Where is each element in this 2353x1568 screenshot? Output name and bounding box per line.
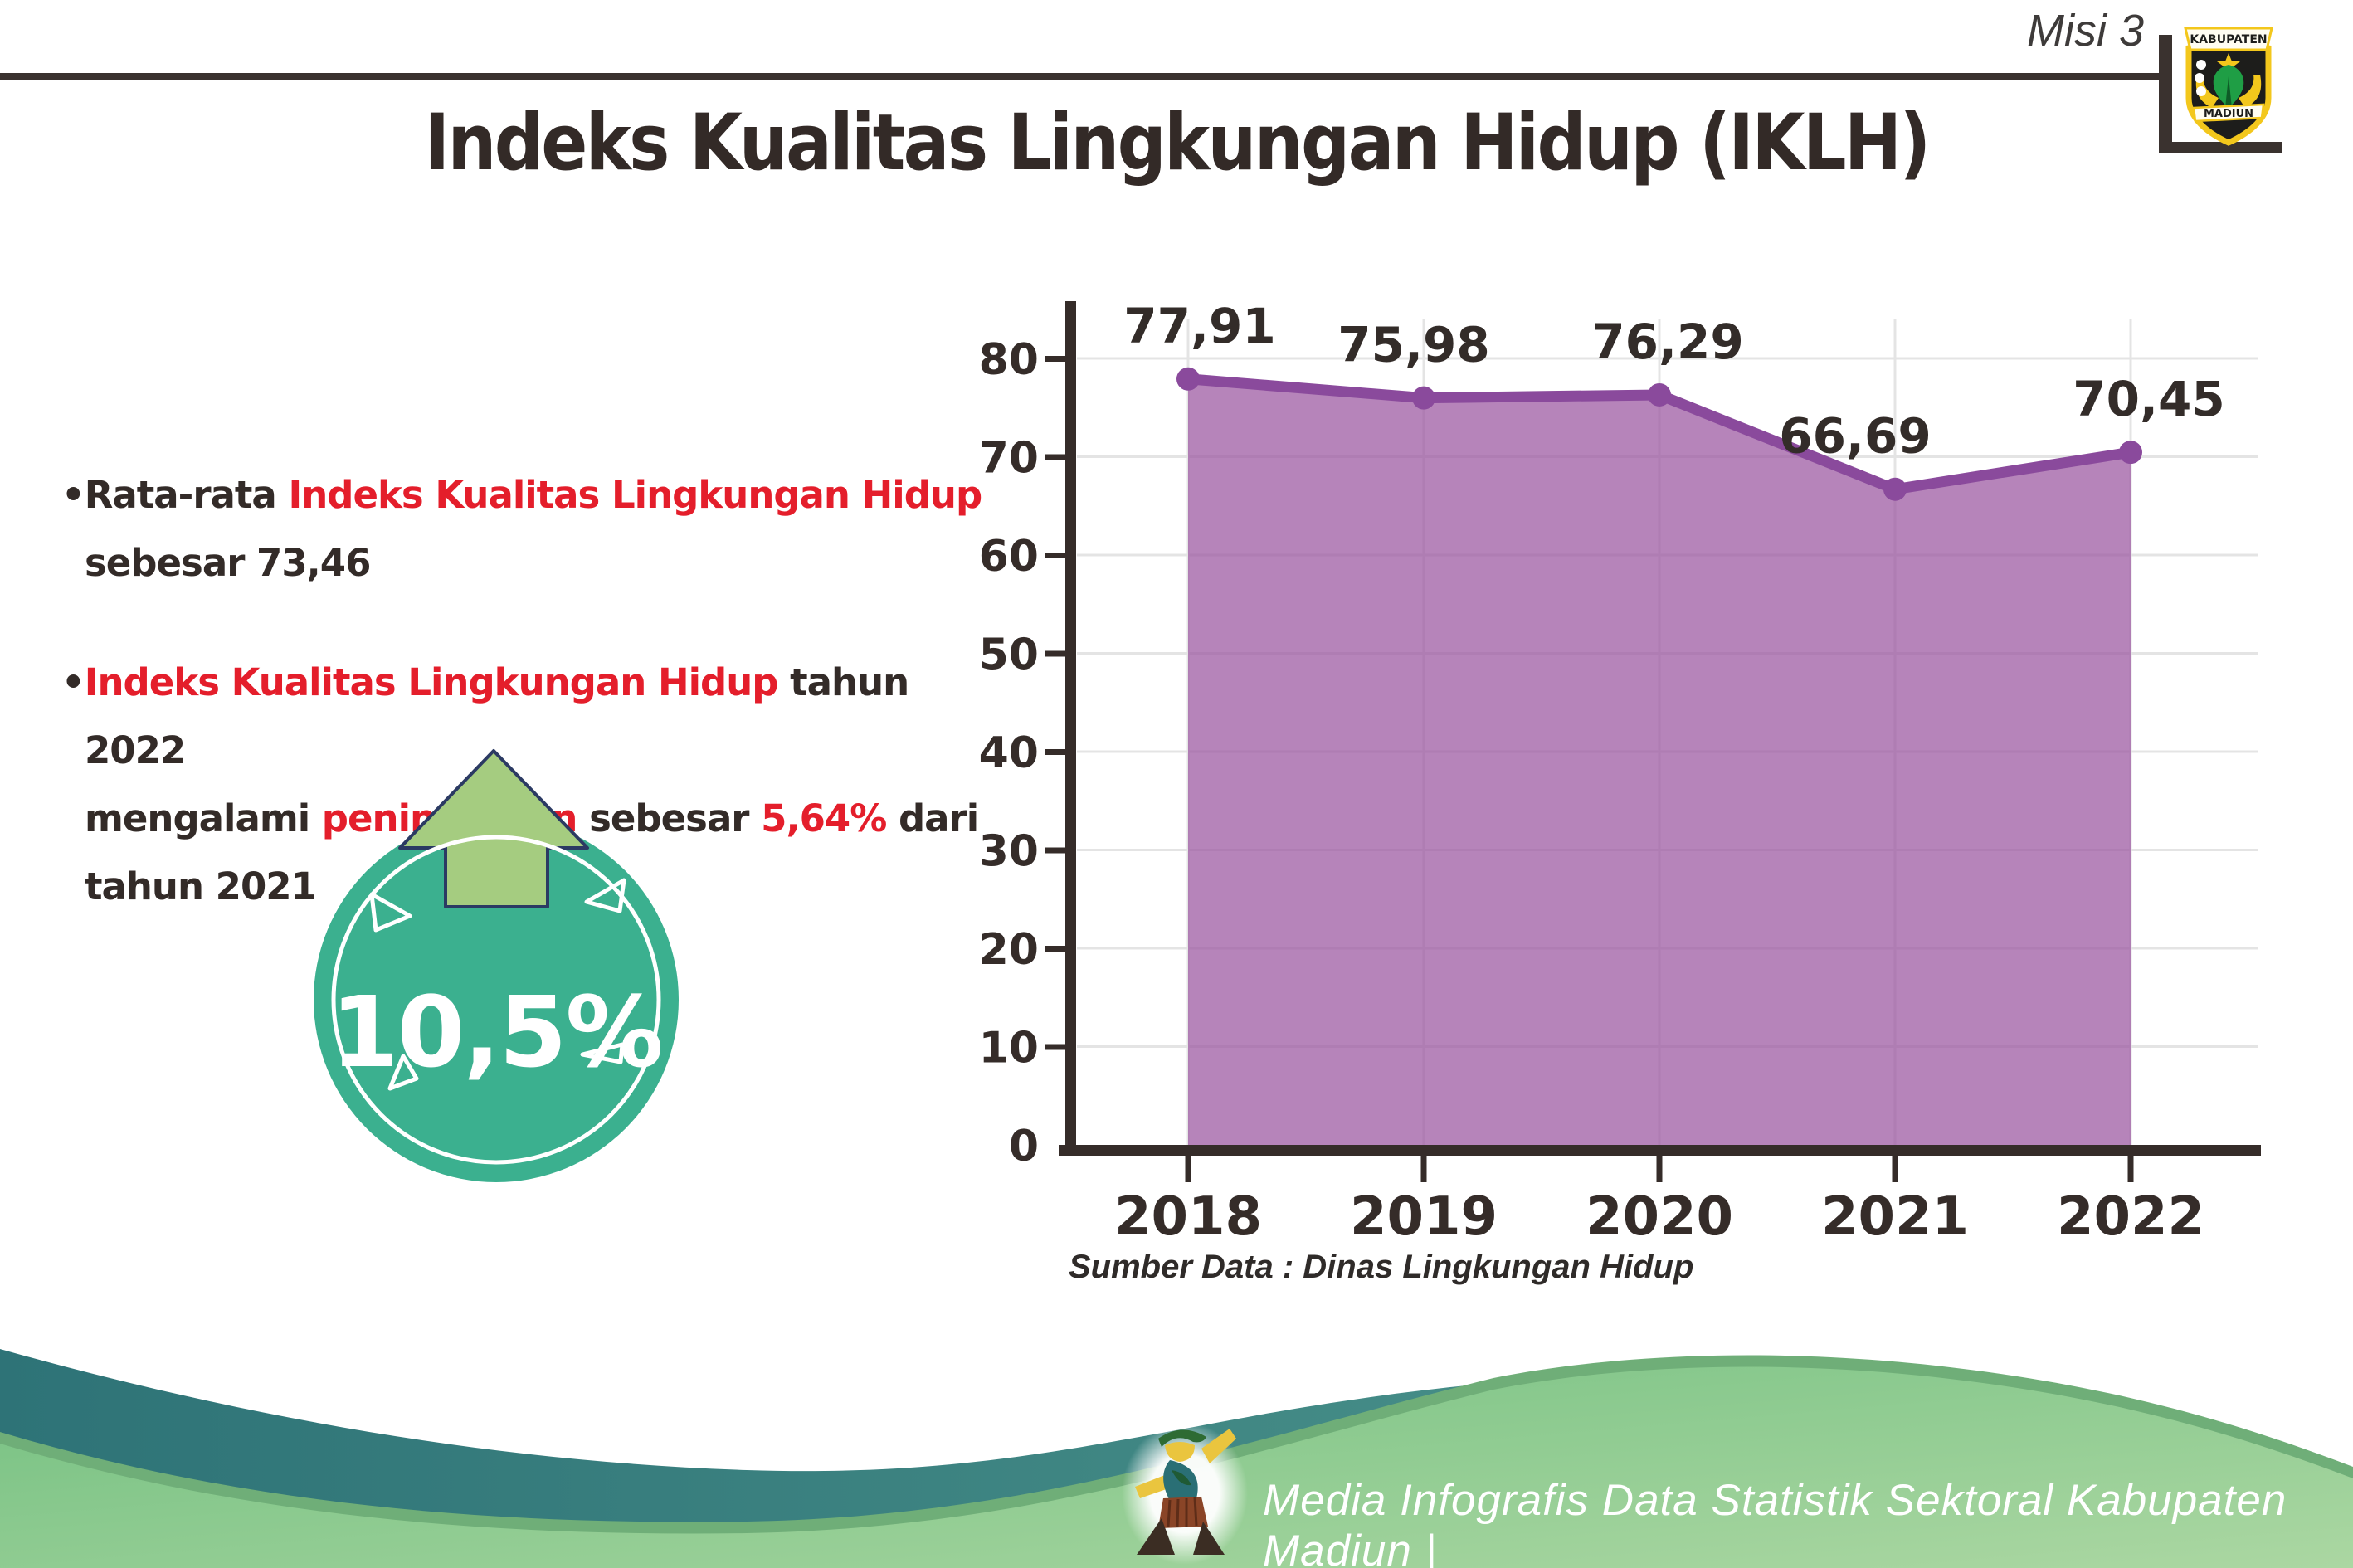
y-tick-label: 50 xyxy=(979,631,1039,680)
data-point-marker xyxy=(1176,367,1200,391)
mascot-hair xyxy=(1158,1429,1206,1447)
summary-bullets: •Rata-rata Indeks Kualitas Lingkungan Hi… xyxy=(61,461,1007,972)
x-tick xyxy=(1185,1156,1191,1182)
logo-bracket-vertical xyxy=(2159,35,2172,153)
logo-bottom-banner xyxy=(2192,103,2265,123)
bullet2-text3: sebesar xyxy=(577,796,762,840)
x-tick-label: 2019 xyxy=(1350,1186,1498,1248)
logo-left-wing-icon xyxy=(2195,75,2219,108)
data-point-marker xyxy=(1412,386,1435,410)
y-tick xyxy=(1045,847,1067,854)
badge-triangle-decoration xyxy=(387,1054,419,1091)
bullet2-text2: mengalami xyxy=(85,796,322,840)
logo-bottom-text: MADIUN xyxy=(2204,108,2253,120)
y-tick-label: 80 xyxy=(979,335,1039,385)
y-tick-label: 20 xyxy=(979,925,1039,975)
bullet-marker: • xyxy=(61,660,85,704)
footer-caption: Media Infografis Data Statistik Sektoral… xyxy=(1263,1476,2287,1568)
data-point-label: 76,29 xyxy=(1591,314,1743,370)
logo-top-text: KABUPATEN xyxy=(2190,33,2267,46)
source-note: Sumber Data : Dinas Lingkungan Hidup xyxy=(1069,1249,1694,1285)
y-tick xyxy=(1045,454,1067,460)
logo-tree-trunk xyxy=(2225,76,2232,108)
x-tick xyxy=(1892,1156,1898,1182)
y-tick xyxy=(1045,1044,1067,1050)
mascot-skirt-texture xyxy=(1167,1497,1198,1528)
misi-label: Misi 3 xyxy=(2026,6,2144,56)
bullet2-text1: tahun 2022 xyxy=(85,660,909,772)
mascot-face xyxy=(1165,1442,1195,1462)
bullet2-text4: dari xyxy=(886,796,979,840)
x-tick xyxy=(1420,1156,1427,1182)
data-point-label: 66,69 xyxy=(1779,408,1931,465)
badge-circle xyxy=(314,817,679,1182)
badge-inner-ring xyxy=(331,835,661,1165)
y-tick xyxy=(1045,749,1067,755)
x-tick-label: 2022 xyxy=(2057,1186,2204,1248)
increase-badge-graphic xyxy=(314,749,679,1182)
y-tick-label: 70 xyxy=(979,434,1039,484)
kabupaten-madiun-logo: KABUPATEN MADIUN xyxy=(2184,27,2273,146)
x-tick-label: 2018 xyxy=(1114,1186,1262,1248)
logo-cotton-boll xyxy=(2196,60,2206,70)
badge-triangle-decoration xyxy=(584,878,626,913)
header-rule xyxy=(0,73,2161,80)
data-point-marker xyxy=(1883,477,1907,501)
bullet-average-iklh: •Rata-rata Indeks Kualitas Lingkungan Hi… xyxy=(61,461,1007,597)
x-tick xyxy=(1656,1156,1663,1182)
data-point-label: 75,98 xyxy=(1337,317,1489,373)
y-tick xyxy=(1045,946,1067,952)
up-arrow-icon xyxy=(398,749,589,908)
bullet1-line2: sebesar 73,46 xyxy=(85,541,371,585)
bullet1-lead: Rata-rata xyxy=(84,473,289,517)
dancing-person-mascot-icon xyxy=(1122,1422,1248,1565)
data-point-label: 77,91 xyxy=(1123,298,1275,354)
x-tick-label: 2020 xyxy=(1586,1186,1733,1248)
badge-triangle-decoration xyxy=(580,1042,625,1064)
bullet-increase-2022: •Indeks Kualitas Lingkungan Hidup tahun … xyxy=(61,649,1007,921)
bullet-marker: • xyxy=(61,473,85,517)
logo-bracket-horizontal xyxy=(2159,142,2282,153)
logo-top-banner xyxy=(2184,27,2273,51)
y-tick-label: 30 xyxy=(979,827,1039,877)
x-axis xyxy=(1059,1145,2261,1156)
y-tick-label: 60 xyxy=(979,532,1039,582)
iklh-area-chart: 0 10 20 30 40 50 60 70 80 2018 2019 2020 2021 2022 77,… xyxy=(979,298,2261,1248)
data-point-marker xyxy=(1648,382,1671,407)
x-tick xyxy=(2127,1156,2134,1182)
mascot-right-arm xyxy=(1201,1429,1236,1463)
x-tick-label: 2021 xyxy=(1821,1186,1969,1248)
data-point-marker xyxy=(2119,441,2142,465)
increase-percentage: 10,5% xyxy=(330,975,663,1089)
data-point-label: 70,45 xyxy=(2073,371,2224,427)
y-tick-label: 40 xyxy=(979,728,1039,778)
logo-right-wing-icon xyxy=(2239,75,2262,108)
series-area xyxy=(1188,378,2131,1146)
bullet1-highlight: Indeks Kualitas Lingkungan Hidup xyxy=(288,473,982,517)
bullet2-highlight3: 5,64% xyxy=(761,796,887,840)
mascot-right-leg xyxy=(1193,1522,1225,1555)
y-tick-label: 0 xyxy=(1009,1122,1039,1171)
y-tick-label: 10 xyxy=(979,1024,1039,1074)
logo-cotton-boll xyxy=(2196,86,2206,96)
mascot-sash xyxy=(1172,1470,1191,1486)
mascot-skirt xyxy=(1158,1497,1208,1528)
page-title: Indeks Kualitas Lingkungan Hidup (IKLH) xyxy=(424,98,1931,188)
y-axis xyxy=(1065,301,1076,1156)
increase-badge: 10,5% xyxy=(299,730,697,1195)
bullet2-line3: tahun 2021 xyxy=(85,864,317,908)
logo-cotton-boll xyxy=(2195,73,2204,83)
y-tick xyxy=(1045,553,1067,558)
footer-green-wave xyxy=(0,1366,2353,1568)
y-tick xyxy=(1045,356,1067,362)
mascot-left-leg xyxy=(1137,1518,1175,1555)
bullet2-highlight1: Indeks Kualitas Lingkungan Hidup xyxy=(84,660,779,704)
y-tick xyxy=(1045,650,1067,657)
badge-triangle-decoration xyxy=(369,892,412,933)
